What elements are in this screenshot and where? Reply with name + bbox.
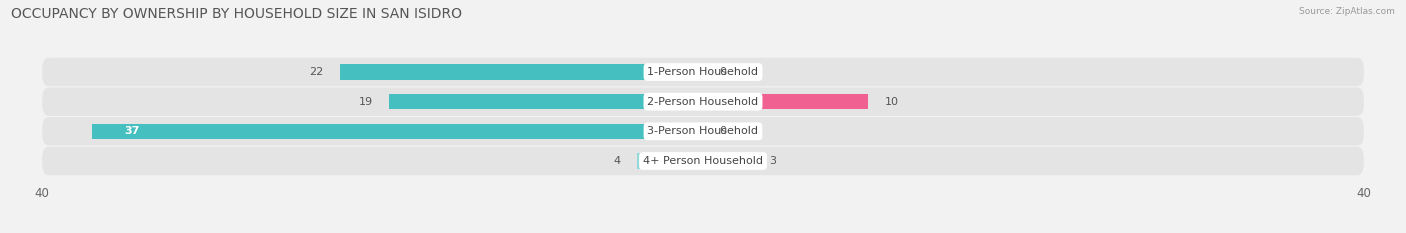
Text: 3: 3 <box>769 156 776 166</box>
Text: 19: 19 <box>359 97 373 107</box>
Text: 4: 4 <box>613 156 620 166</box>
Text: OCCUPANCY BY OWNERSHIP BY HOUSEHOLD SIZE IN SAN ISIDRO: OCCUPANCY BY OWNERSHIP BY HOUSEHOLD SIZE… <box>11 7 463 21</box>
FancyBboxPatch shape <box>42 58 1364 86</box>
Text: 22: 22 <box>309 67 323 77</box>
Text: Source: ZipAtlas.com: Source: ZipAtlas.com <box>1299 7 1395 16</box>
Bar <box>339 64 703 80</box>
Bar <box>91 124 703 139</box>
Text: 4+ Person Household: 4+ Person Household <box>643 156 763 166</box>
Bar <box>389 94 703 109</box>
Text: 2-Person Household: 2-Person Household <box>647 97 759 107</box>
Bar <box>703 94 868 109</box>
Text: 10: 10 <box>884 97 898 107</box>
Text: 0: 0 <box>720 126 727 136</box>
FancyBboxPatch shape <box>42 117 1364 146</box>
Text: 37: 37 <box>125 126 141 136</box>
Text: 3-Person Household: 3-Person Household <box>648 126 758 136</box>
FancyBboxPatch shape <box>42 147 1364 175</box>
Text: 1-Person Household: 1-Person Household <box>648 67 758 77</box>
Bar <box>637 153 703 169</box>
FancyBboxPatch shape <box>42 87 1364 116</box>
Text: 0: 0 <box>720 67 727 77</box>
Bar <box>703 153 752 169</box>
